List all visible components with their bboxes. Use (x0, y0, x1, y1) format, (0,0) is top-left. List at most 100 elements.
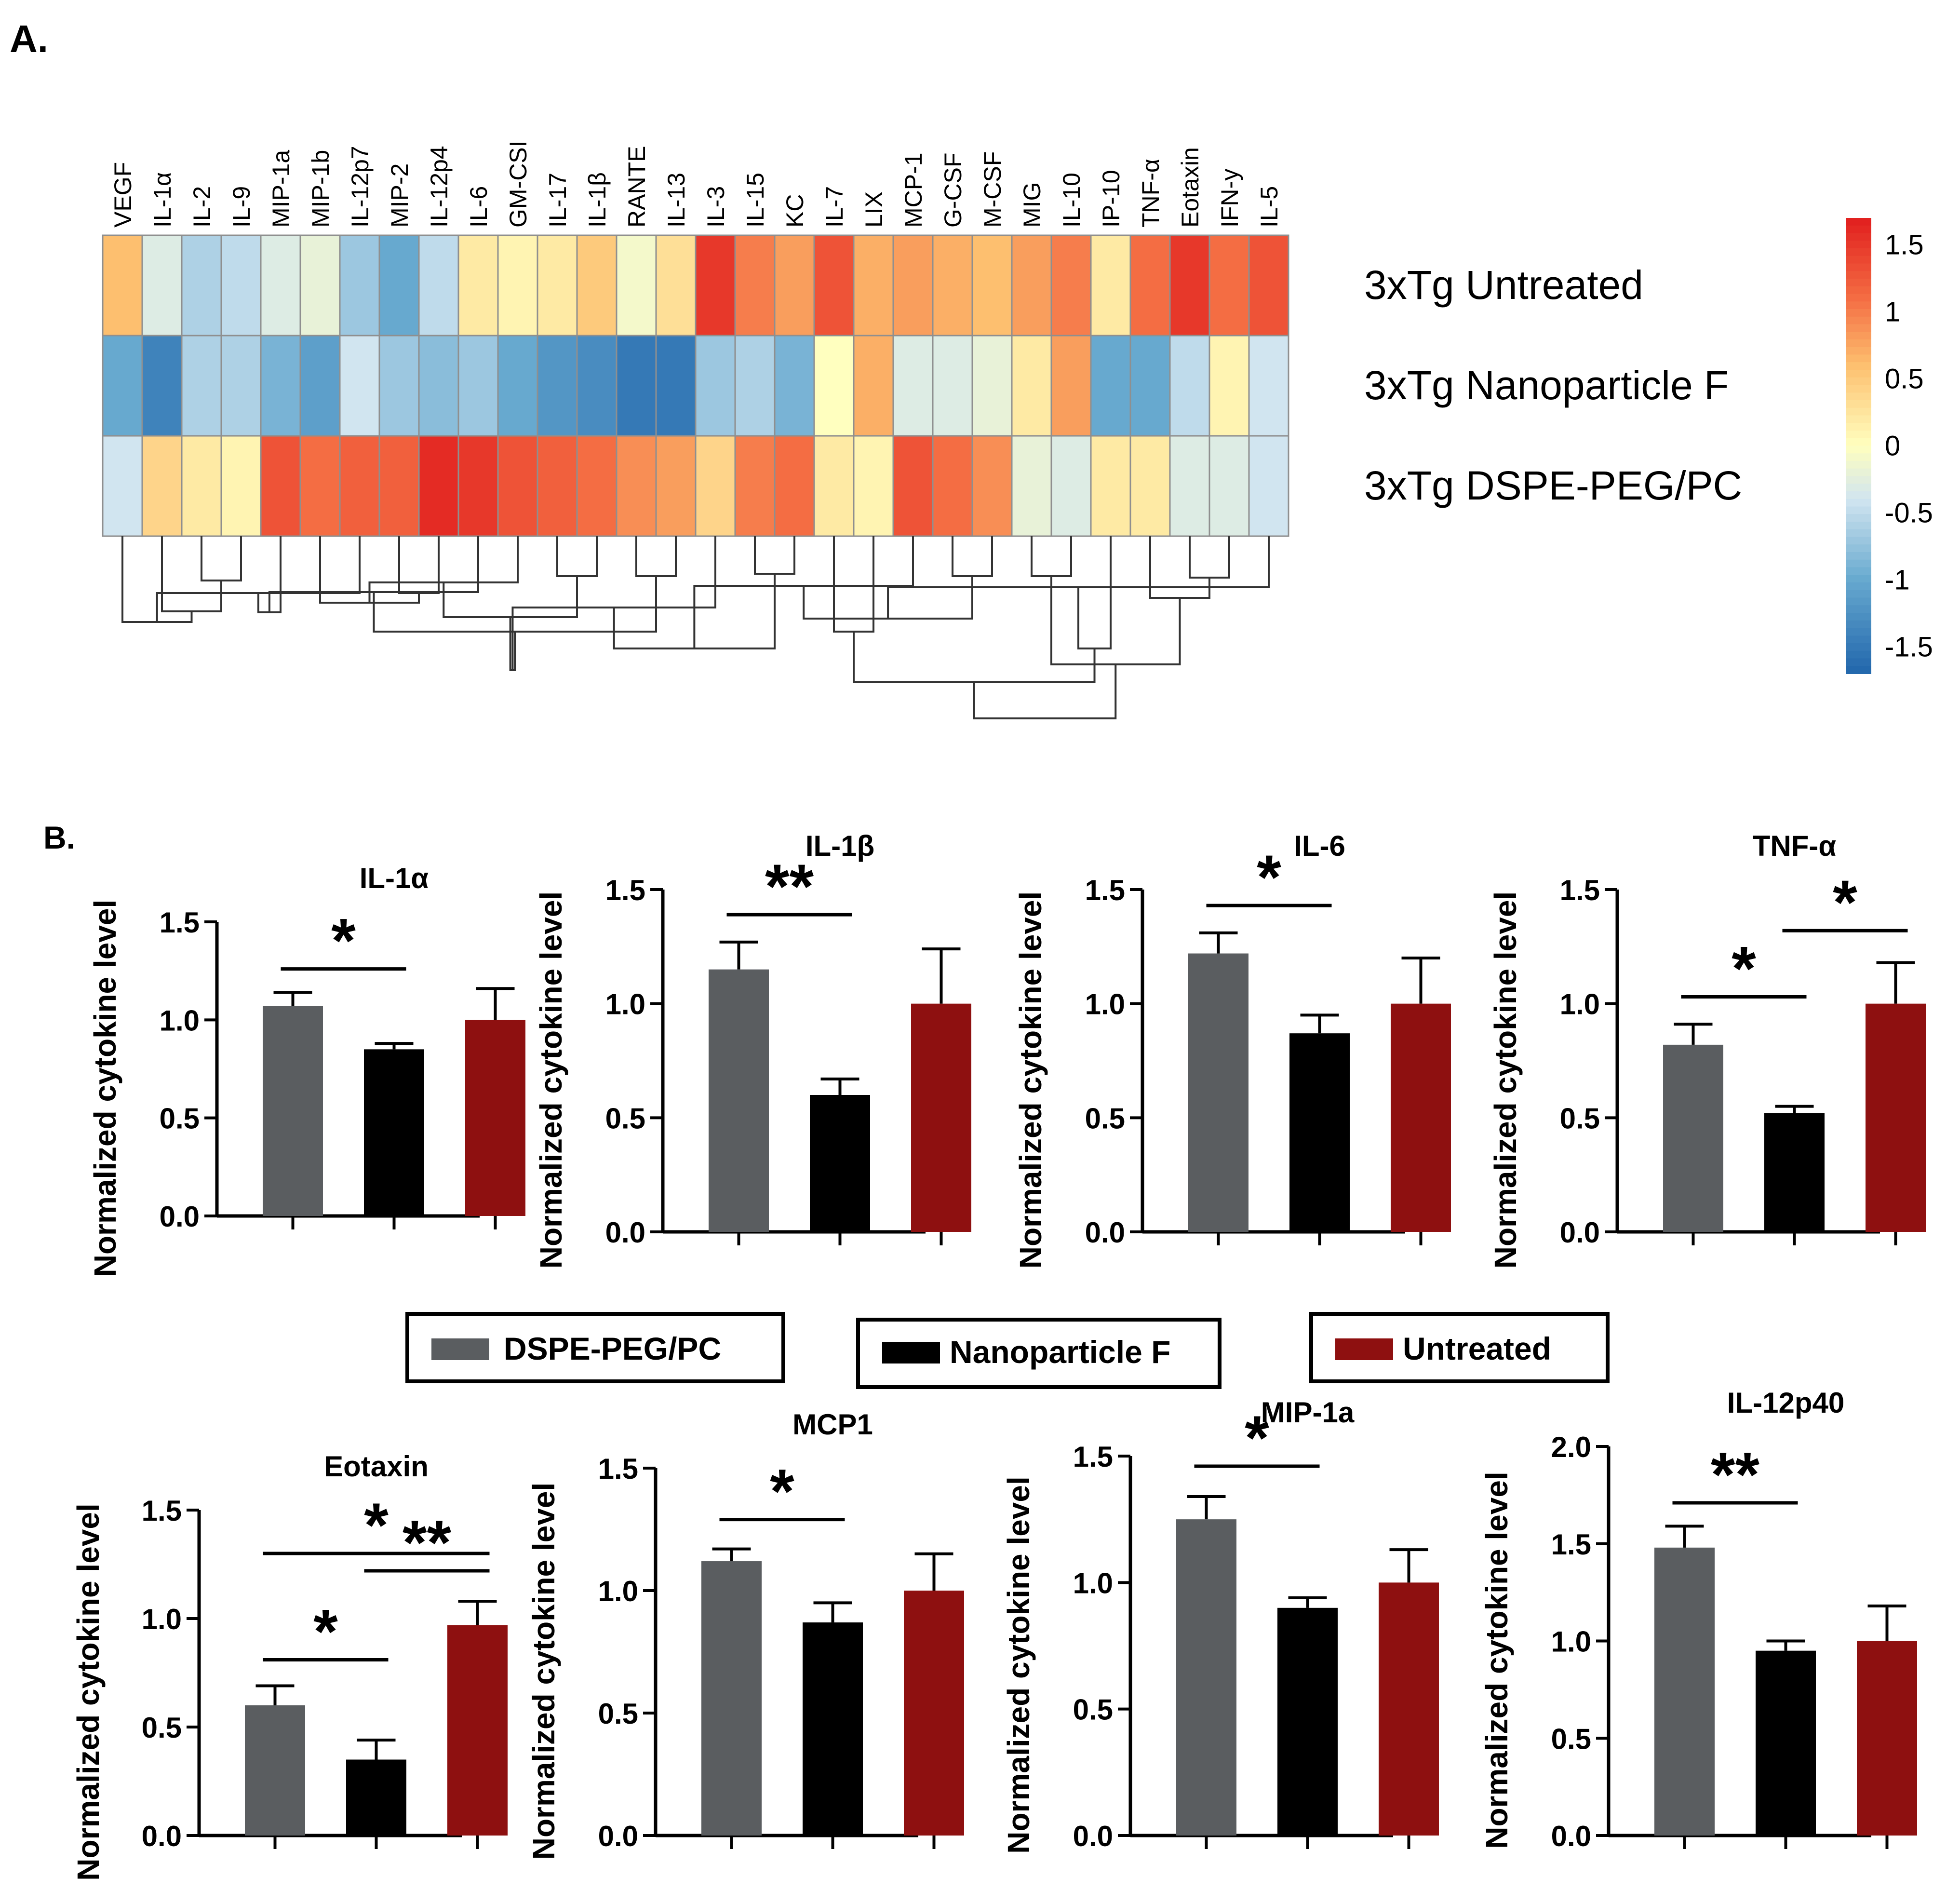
colorbar-segment (1846, 635, 1871, 644)
heatmap-cell (853, 335, 894, 437)
heatmap-cell (971, 435, 1013, 537)
dendrogram-link (1189, 536, 1230, 579)
heatmap-column-label: IL-5 (1256, 186, 1283, 228)
significance-star: ** (765, 851, 814, 921)
heatmap-cell (220, 335, 262, 437)
heatmap-cell (576, 234, 618, 337)
bar-chart-5: 0.0 0.5 1.0 1.5 Normalized cytokine level Eot… (71, 1450, 508, 1881)
heatmap-column-label: G-CSF (940, 152, 967, 228)
legend-item-nano: Nanoparticle F (856, 1318, 1222, 1389)
legend-swatch-dspe (431, 1338, 489, 1360)
bar-dspe (1654, 1547, 1715, 1836)
heatmap-cell (378, 335, 420, 437)
y-tick-label: 1.5 (1560, 874, 1600, 906)
legend-swatch-nano (882, 1342, 940, 1364)
colorbar-segment (1846, 233, 1871, 242)
heatmap-cell (1011, 435, 1052, 537)
panel-label-a: A. (10, 17, 48, 60)
heatmap-column-label: IP-10 (1098, 170, 1125, 228)
y-tick-label: 1.0 (160, 1004, 200, 1037)
colorbar-tick-label: -1.5 (1885, 631, 1933, 662)
y-tick-label: 1.5 (1073, 1441, 1113, 1473)
heatmap-cell (1248, 435, 1289, 537)
heatmap-cell (1050, 335, 1092, 437)
colorbar-tick-label: -1 (1885, 564, 1910, 595)
heatmap-cell (892, 435, 934, 537)
legend-item-untreated: Untreated (1309, 1312, 1610, 1383)
bar-untreated (465, 1020, 525, 1216)
heatmap-cell (1011, 234, 1052, 337)
heatmap-column-label: MIG (1019, 182, 1046, 228)
heatmap-cell (418, 435, 459, 537)
colorbar-segment (1846, 461, 1871, 469)
heatmap-cell (695, 335, 736, 437)
heatmap-cell (260, 435, 301, 537)
bar-untreated (1857, 1641, 1917, 1836)
chart-title: IL-1α (360, 862, 429, 894)
bar-untreated (1391, 1003, 1451, 1232)
bar-dspe (1176, 1519, 1236, 1836)
chart-title: IL-12p40 (1727, 1387, 1844, 1419)
heatmap-column-label: MCP-1 (900, 152, 927, 228)
bar-nano (346, 1759, 406, 1836)
y-axis-label: Normalized cytokine level (534, 891, 568, 1269)
heatmap-cell (1129, 335, 1171, 437)
heatmap-cell (1090, 435, 1131, 537)
colorbar-segment (1846, 225, 1871, 234)
heatmap-cell (497, 234, 538, 337)
bar-charts: 0.0 0.5 1.0 1.5 Normalized cytokine level IL-… (71, 830, 1926, 1881)
bar-untreated (911, 1003, 971, 1232)
heatmap-cell (734, 335, 776, 437)
heatmap-cell (1248, 335, 1289, 437)
bar-chart-4: 0.0 0.5 1.0 1.5 Normalized cytokine level TNF… (1488, 830, 1926, 1269)
heatmap-column-label: IL-1α (149, 172, 176, 228)
colorbar-segment (1846, 590, 1871, 598)
dendrogram-link (1149, 536, 1210, 599)
heatmap-cell (892, 234, 934, 337)
heatmap-cell (932, 335, 973, 437)
heatmap-cell (616, 234, 657, 337)
legend-label-nano: Nanoparticle F (950, 1334, 1170, 1370)
heatmap-column-label: IFN-y (1216, 169, 1243, 228)
y-tick-label: 0.0 (605, 1216, 645, 1249)
heatmap-cell (853, 435, 894, 537)
colorbar-tick-label: -0.5 (1885, 497, 1933, 528)
colorbar-segment (1846, 658, 1871, 667)
heatmap-cell (299, 234, 341, 337)
colorbar-segment (1846, 392, 1871, 401)
heatmap-cell (497, 435, 538, 537)
heatmap-cell (971, 234, 1013, 337)
heatmap-cell (378, 435, 420, 537)
colorbar-segment (1846, 423, 1871, 431)
y-tick-label: 0.5 (1560, 1102, 1600, 1134)
y-tick-label: 1.0 (598, 1575, 638, 1607)
heatmap-column-label: IL-9 (228, 186, 255, 228)
colorbar-segment (1846, 316, 1871, 325)
heatmap-cell (1208, 335, 1250, 437)
colorbar-segment (1846, 468, 1871, 477)
colorbar-segment (1846, 582, 1871, 591)
heatmap-row-label: 3xTg DSPE-PEG/PC (1364, 463, 1742, 508)
colorbar-segment (1846, 294, 1871, 302)
bar-dspe (263, 1006, 323, 1216)
colorbar-tick-label: 1 (1885, 297, 1900, 328)
dendrogram-link (952, 536, 993, 577)
y-tick-label: 0.0 (1073, 1820, 1113, 1852)
heatmap-cell (695, 435, 736, 537)
bar-chart-2: 0.0 0.5 1.0 1.5 Normalized cytokine level IL-… (534, 830, 971, 1269)
colorbar-segment (1846, 407, 1871, 416)
heatmap-cell (457, 234, 499, 337)
chart-title: MCP1 (792, 1408, 873, 1441)
heatmap-column-label: IL-10 (1058, 173, 1085, 228)
heatmap-row-label: 3xTg Nanoparticle F (1364, 363, 1729, 408)
legend: DSPE-PEG/PC Nanoparticle F Untreated (405, 1312, 1610, 1389)
y-tick-label: 1.0 (1560, 988, 1600, 1021)
heatmap-cell (853, 234, 894, 337)
bar-chart-3: 0.0 0.5 1.0 1.5 Normalized cytokine level IL-… (1013, 830, 1451, 1269)
heatmap-dendrogram (121, 536, 1270, 719)
colorbar-segment (1846, 309, 1871, 317)
y-tick-label: 0.5 (1551, 1723, 1591, 1755)
colorbar-segment (1846, 354, 1871, 363)
heatmap-column-label: IL-15 (742, 173, 769, 228)
chart-title: IL-6 (1294, 830, 1345, 862)
